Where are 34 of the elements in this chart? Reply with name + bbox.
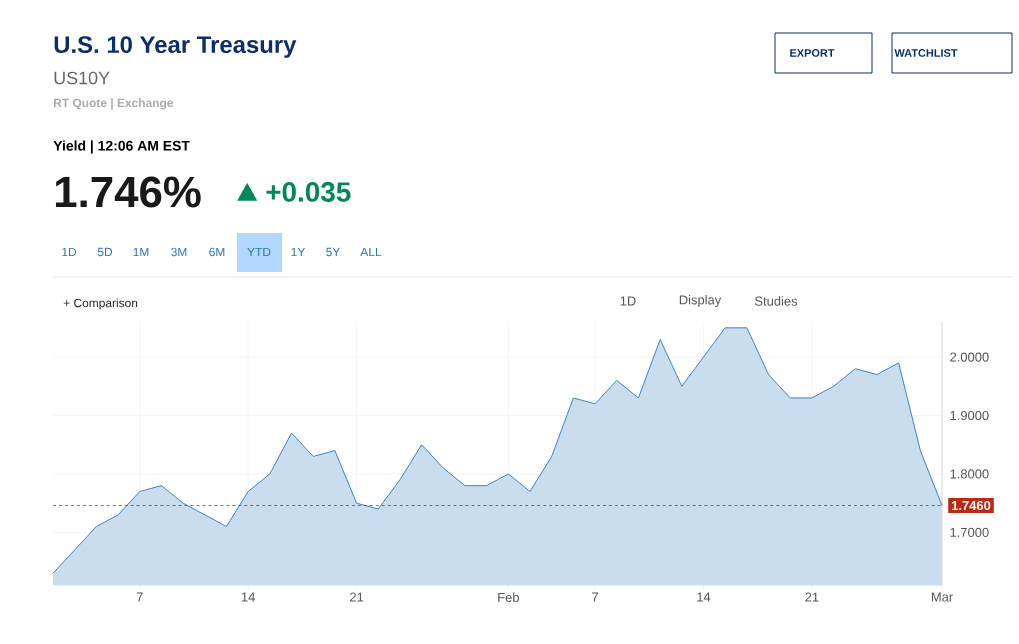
text: +0.035 bbox=[266, 182, 351, 202]
text: 5Y bbox=[326, 247, 341, 257]
text: Yield | 12:06 AM EST bbox=[53, 140, 190, 154]
text: 1D bbox=[62, 247, 77, 257]
y-tick-label: 1.7000 bbox=[950, 527, 989, 537]
x-tick-label: Feb bbox=[498, 592, 519, 603]
text: RT Quote | Exchange bbox=[54, 98, 174, 110]
chart-title: U.S. 10 Year Treasury bbox=[54, 36, 297, 58]
text: 1.746% bbox=[55, 176, 201, 208]
y-tick-label: 1.9000 bbox=[950, 410, 989, 421]
text: Display bbox=[679, 294, 722, 308]
x-tick-label: 21 bbox=[805, 592, 819, 602]
text: YTD bbox=[247, 247, 271, 257]
text: 1M bbox=[133, 247, 149, 257]
ref-line-label: 1.7460 bbox=[952, 500, 991, 511]
text: 1Y bbox=[291, 247, 306, 257]
text: 3M bbox=[171, 247, 187, 257]
text: ALL bbox=[360, 247, 382, 257]
x-tick-label: 14 bbox=[241, 592, 255, 602]
x-tick-label: 7 bbox=[592, 592, 599, 602]
chart-subtitle: US10Y bbox=[54, 71, 110, 85]
x-tick-label: 7 bbox=[136, 592, 143, 602]
x-tick-label: 14 bbox=[697, 592, 711, 602]
text: + Comparison bbox=[63, 298, 138, 310]
text: 6M bbox=[209, 247, 225, 257]
x-tick-label: 21 bbox=[350, 592, 364, 602]
text: EXPORT bbox=[790, 49, 835, 57]
text: Studies bbox=[755, 296, 798, 306]
x-tick-label: Mar bbox=[931, 592, 953, 602]
y-tick-label: 2.0000 bbox=[950, 352, 989, 362]
text: WATCHLIST bbox=[894, 49, 958, 57]
text: 5D bbox=[97, 247, 113, 257]
text: 1D bbox=[620, 296, 636, 306]
y-tick-label: 1.8000 bbox=[950, 469, 989, 479]
